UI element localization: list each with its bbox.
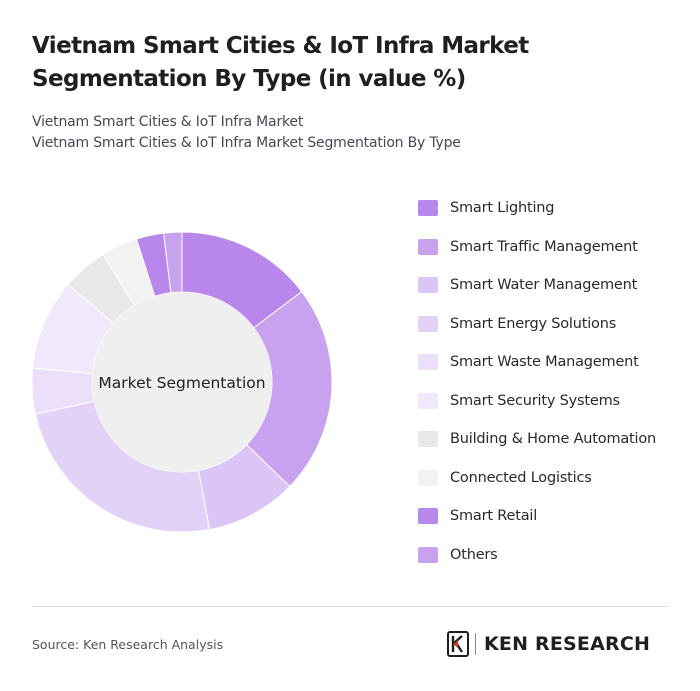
chart-title: Vietnam Smart Cities & IoT Infra Market … xyxy=(32,33,529,92)
legend-swatch xyxy=(418,354,438,370)
legend-label: Smart Waste Management xyxy=(450,354,639,370)
legend-item: Smart Water Management xyxy=(418,273,688,297)
legend-label: Connected Logistics xyxy=(450,469,592,486)
donut-center xyxy=(92,292,272,472)
legend-item: Smart Retail xyxy=(418,504,688,528)
source-note: Source: Ken Research Analysis xyxy=(32,637,224,652)
logo-separator xyxy=(475,633,476,655)
legend-item: Smart Energy Solutions xyxy=(418,312,688,336)
legend-swatch xyxy=(418,431,438,447)
legend-swatch xyxy=(418,469,438,486)
legend-swatch xyxy=(418,392,438,409)
legend-item: Smart Security Systems xyxy=(418,389,688,413)
donut-chart: Market Segmentation xyxy=(31,231,333,533)
legend-item: Smart Lighting xyxy=(418,196,688,220)
legend-item: Connected Logistics xyxy=(418,466,688,490)
chart-subtitle-segmentation: Vietnam Smart Cities & IoT Infra Market … xyxy=(32,135,461,151)
legend-swatch xyxy=(418,200,438,216)
ken-research-logo: KEN RESEARCH xyxy=(447,630,650,658)
legend-item: Smart Waste Management xyxy=(418,350,688,374)
legend-label: Smart Lighting xyxy=(450,200,555,216)
legend-label: Smart Energy Solutions xyxy=(450,315,617,332)
ken-research-k-icon xyxy=(447,631,469,657)
legend-label: Others xyxy=(450,546,498,563)
legend-item: Building & Home Automation xyxy=(418,427,688,451)
legend-item: Others xyxy=(418,543,688,567)
footer-divider xyxy=(32,606,668,607)
legend-label: Smart Water Management xyxy=(450,277,638,293)
logo-text: KEN RESEARCH xyxy=(484,633,651,655)
legend-swatch xyxy=(418,508,438,524)
legend-label: Smart Retail xyxy=(450,508,538,524)
legend-swatch xyxy=(418,315,438,332)
legend-swatch xyxy=(418,238,438,255)
legend-label: Smart Traffic Management xyxy=(450,238,638,255)
legend-swatch xyxy=(418,546,438,563)
donut-center-label: Market Segmentation xyxy=(98,374,265,392)
legend-swatch xyxy=(418,277,438,293)
chart-subtitle-market: Vietnam Smart Cities & IoT Infra Market xyxy=(32,114,304,130)
legend-label: Building & Home Automation xyxy=(450,431,657,447)
legend-label: Smart Security Systems xyxy=(450,392,620,409)
legend-item: Smart Traffic Management xyxy=(418,235,688,259)
